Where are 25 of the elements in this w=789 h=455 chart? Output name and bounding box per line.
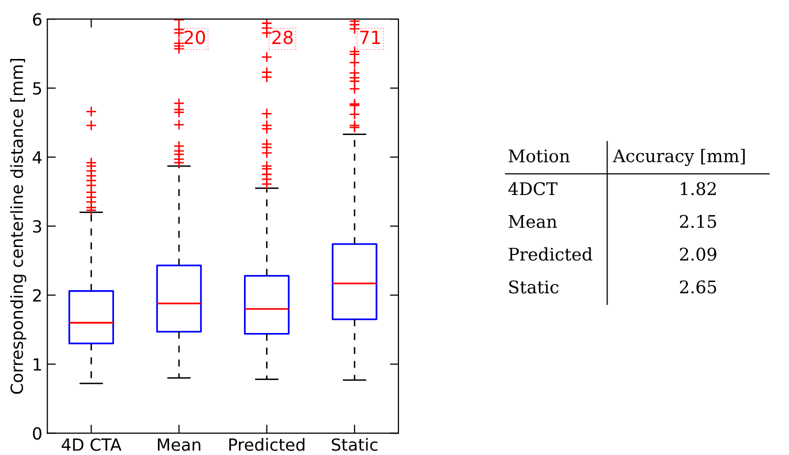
- y-axis-title: Corresponding centerline distance [mm]: [10, 58, 26, 394]
- y-tick-label: 2: [33, 289, 41, 302]
- text: Motion: [508, 149, 570, 162]
- category-label: Mean: [508, 215, 557, 228]
- category-label: 4DCT: [508, 182, 558, 196]
- category-label: Predicted: [508, 247, 592, 261]
- x-tick-label: Mean: [158, 438, 200, 451]
- data-label: 2.09: [680, 248, 716, 261]
- annotation: 20: [184, 30, 205, 44]
- category-label: Static: [509, 280, 558, 294]
- x-tick-label: Static: [332, 438, 378, 451]
- y-tick-label: 5: [33, 82, 42, 95]
- data-label: 2.65: [680, 280, 716, 294]
- y-tick-label: 6: [33, 13, 42, 26]
- data-label: 1.82: [680, 182, 716, 196]
- annotation: 28: [272, 30, 293, 44]
- y-tick-label: 0: [32, 427, 42, 440]
- x-tick-label: 4D CTA: [62, 438, 122, 451]
- x-tick-label: Predicted: [229, 438, 304, 451]
- y-tick-label: 4: [32, 151, 42, 164]
- annotation: 71: [360, 30, 380, 44]
- y-tick-label: 1: [34, 358, 41, 370]
- text: Accuracy [mm]: [612, 148, 745, 166]
- y-tick-label: 3: [33, 220, 42, 233]
- data-label: 2.15: [680, 214, 716, 228]
